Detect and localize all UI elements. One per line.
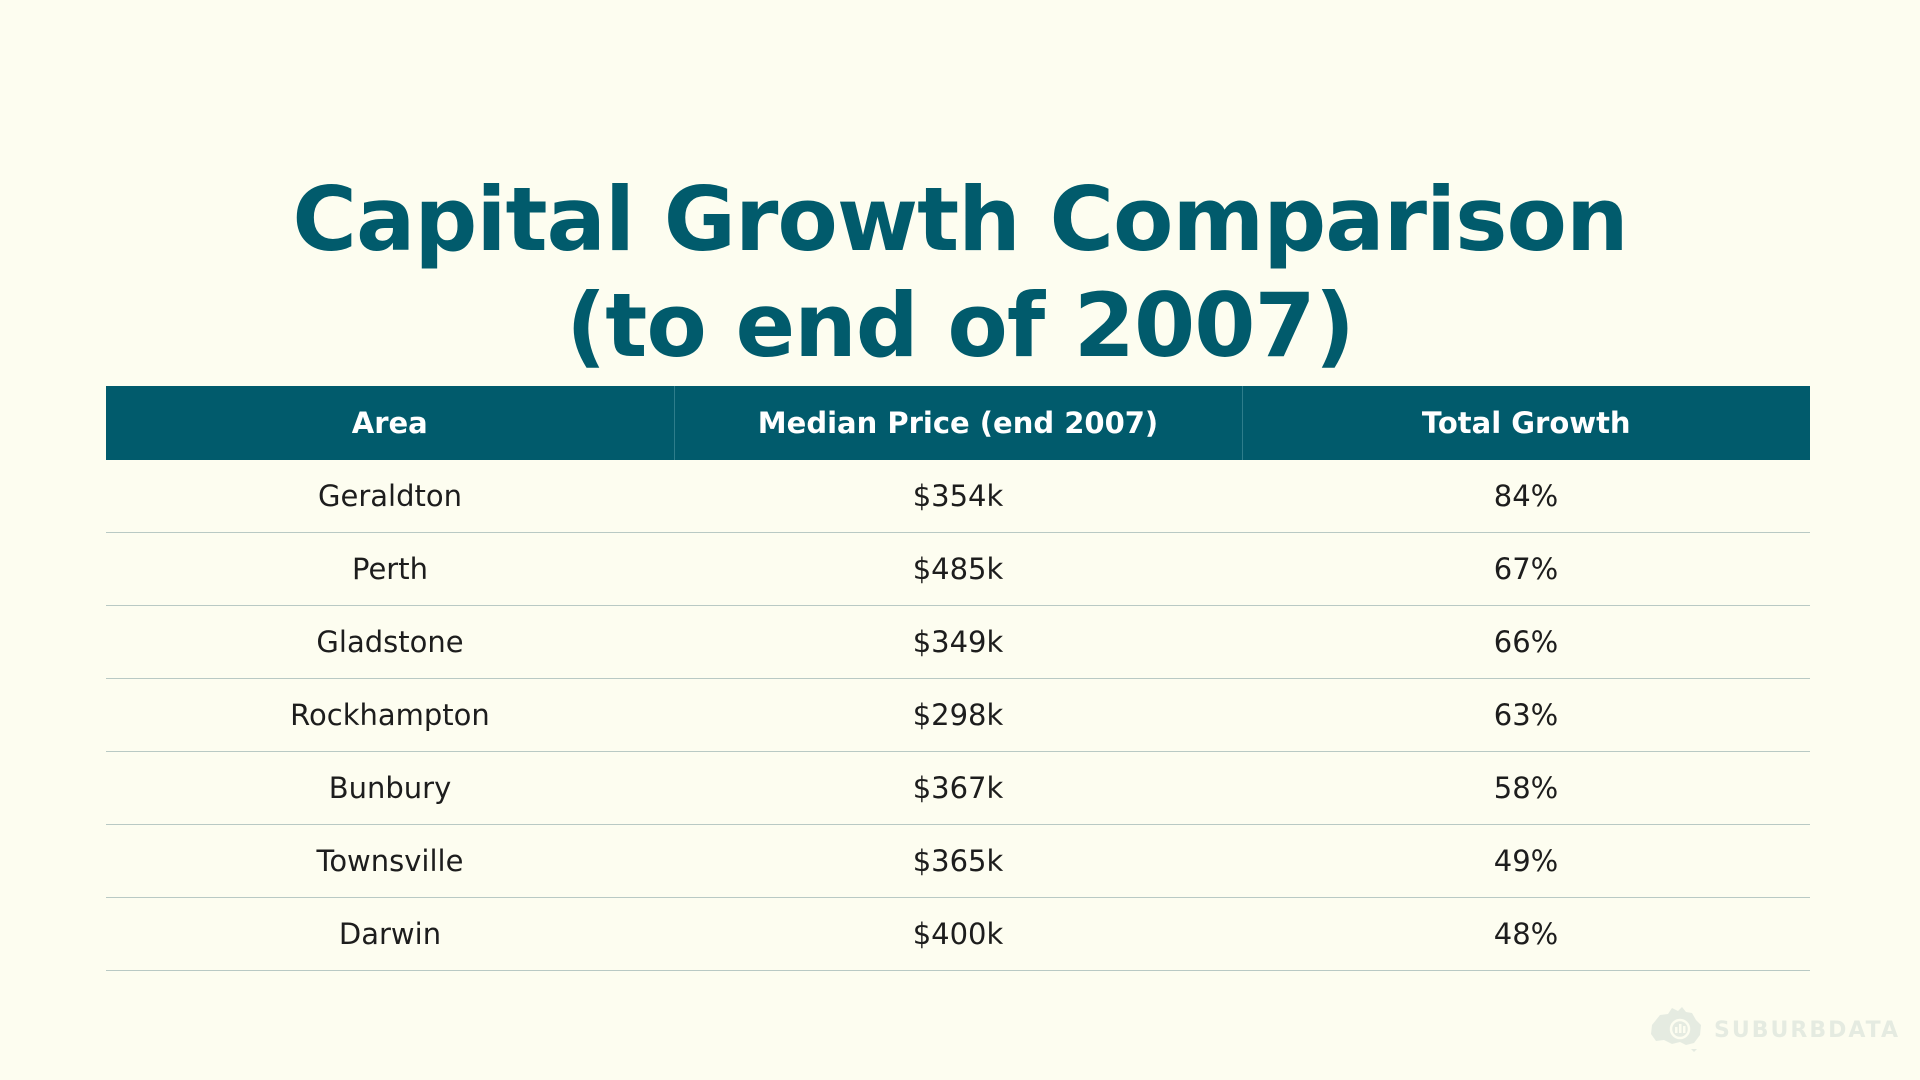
cell-area: Darwin — [106, 897, 674, 971]
header-total-growth: Total Growth — [1242, 386, 1810, 460]
title-line-2: (to end of 2007) — [566, 273, 1355, 377]
cell-total-growth: 67% — [1242, 532, 1810, 606]
table-row: Rockhampton $298k 63% — [106, 678, 1810, 752]
cell-median-price: $298k — [674, 678, 1242, 752]
watermark: SUBURBDATA — [1646, 1003, 1900, 1058]
header-median-price: Median Price (end 2007) — [674, 386, 1243, 460]
cell-area: Bunbury — [106, 751, 674, 825]
cell-median-price: $485k — [674, 532, 1242, 606]
table-row: Geraldton $354k 84% — [106, 460, 1810, 533]
cell-median-price: $365k — [674, 824, 1242, 898]
table-row: Bunbury $367k 58% — [106, 751, 1810, 825]
table-row: Townsville $365k 49% — [106, 824, 1810, 898]
table-row: Darwin $400k 48% — [106, 897, 1810, 971]
cell-total-growth: 63% — [1242, 678, 1810, 752]
cell-area: Gladstone — [106, 605, 674, 679]
cell-median-price: $354k — [674, 460, 1242, 533]
cell-area: Rockhampton — [106, 678, 674, 752]
table-header-row: Area Median Price (end 2007) Total Growt… — [106, 386, 1810, 460]
growth-table: Area Median Price (end 2007) Total Growt… — [106, 386, 1810, 971]
table-row: Perth $485k 67% — [106, 532, 1810, 606]
cell-total-growth: 58% — [1242, 751, 1810, 825]
page-title: Capital Growth Comparison (to end of 200… — [0, 167, 1920, 379]
cell-total-growth: 49% — [1242, 824, 1810, 898]
cell-area: Geraldton — [106, 460, 674, 533]
cell-total-growth: 84% — [1242, 460, 1810, 533]
title-line-1: Capital Growth Comparison — [292, 167, 1628, 271]
cell-median-price: $367k — [674, 751, 1242, 825]
cell-total-growth: 48% — [1242, 897, 1810, 971]
cell-total-growth: 66% — [1242, 605, 1810, 679]
cell-area: Townsville — [106, 824, 674, 898]
watermark-brand: SUBURBDATA — [1714, 1018, 1900, 1043]
header-area: Area — [106, 386, 675, 460]
table-row: Gladstone $349k 66% — [106, 605, 1810, 679]
cell-median-price: $400k — [674, 897, 1242, 971]
australia-map-icon — [1646, 1003, 1706, 1058]
cell-area: Perth — [106, 532, 674, 606]
cell-median-price: $349k — [674, 605, 1242, 679]
